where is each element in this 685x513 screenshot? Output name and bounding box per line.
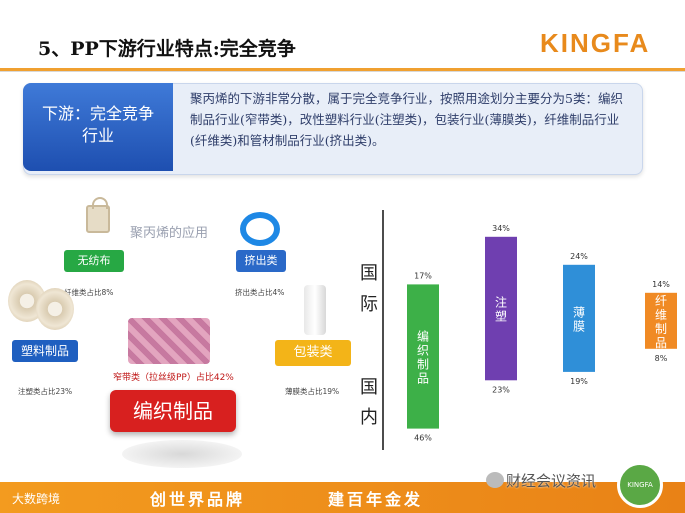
woven-bags-image	[128, 318, 210, 364]
footer-brand: 大数跨境	[12, 492, 61, 506]
slide-title: 5、PP下游行业特点:完全竞争	[38, 38, 296, 60]
value-label-domestic-4: 8%	[655, 354, 668, 363]
spool-image	[36, 288, 74, 330]
plastic-badge: 塑料制品	[12, 340, 78, 362]
share-chart: 17% 46% 编织制品 34% 23% 注塑 24% 19% 薄膜 14% 8% 纤维制品	[382, 210, 677, 450]
badge-shadow	[122, 440, 242, 468]
nonwoven-share: 纤维类占比8%	[64, 288, 114, 297]
value-label-international-2: 34%	[492, 224, 510, 233]
value-label-international-4: 14%	[652, 280, 670, 289]
woven-badge: 编织制品	[110, 390, 236, 432]
bar-2	[485, 236, 517, 381]
extrude-share: 挤出类占比4%	[235, 288, 285, 297]
nonwoven-badge: 无纺布	[64, 250, 124, 272]
value-label-international-3: 24%	[570, 252, 588, 261]
value-label-domestic-3: 19%	[570, 377, 588, 386]
category-label-4: 纤维制品	[655, 294, 667, 350]
footer-slogan-1: 创世界品牌	[150, 490, 246, 509]
bar-4	[645, 292, 677, 349]
value-label-international-1: 17%	[414, 271, 432, 280]
category-label-2: 注塑	[495, 295, 507, 324]
footer-slogan-2: 建百年金发	[328, 490, 424, 509]
row-label-domestic-2: 内	[360, 407, 378, 428]
summary-text: 聚丙烯的下游非常分散，属于完全竞争行业，按照用途划分主要分为5类：编织制品行业(…	[190, 91, 623, 148]
row-label-international-2: 际	[360, 294, 378, 315]
extrude-badge: 挤出类	[236, 250, 286, 272]
plastic-share: 注塑类占比23%	[18, 387, 73, 396]
footer-bar	[0, 482, 685, 513]
wechat-account: 财经会议资讯	[506, 472, 597, 490]
kingfa-logo: KINGFA	[540, 28, 651, 58]
header-divider-shadow	[0, 71, 685, 72]
category-label-3: 薄膜	[573, 304, 585, 333]
value-label-domestic-2: 23%	[492, 385, 510, 394]
header-divider	[0, 68, 685, 71]
wechat-icon	[486, 472, 504, 488]
film-roll-image	[304, 285, 326, 335]
pack-badge: 包装类	[275, 340, 351, 366]
kingfa-seal-logo: KINGFA	[617, 462, 663, 508]
category-label-1: 编织制品	[417, 329, 429, 386]
value-label-domestic-1: 46%	[414, 434, 432, 443]
bar-3	[563, 264, 595, 372]
tote-bag-image	[86, 197, 110, 233]
row-label-domestic-1: 国	[360, 377, 378, 398]
woven-share: 窄带类（拉丝级PP）占比42%	[113, 373, 234, 383]
row-label-international-1: 国	[360, 263, 378, 284]
applications-title: 聚丙烯的应用	[130, 226, 209, 241]
summary-label: 下游：完全竞争行业	[23, 83, 173, 171]
bar-1	[407, 284, 439, 429]
pipe-coil-image	[240, 212, 280, 246]
pack-share: 薄膜类占比19%	[285, 387, 340, 396]
